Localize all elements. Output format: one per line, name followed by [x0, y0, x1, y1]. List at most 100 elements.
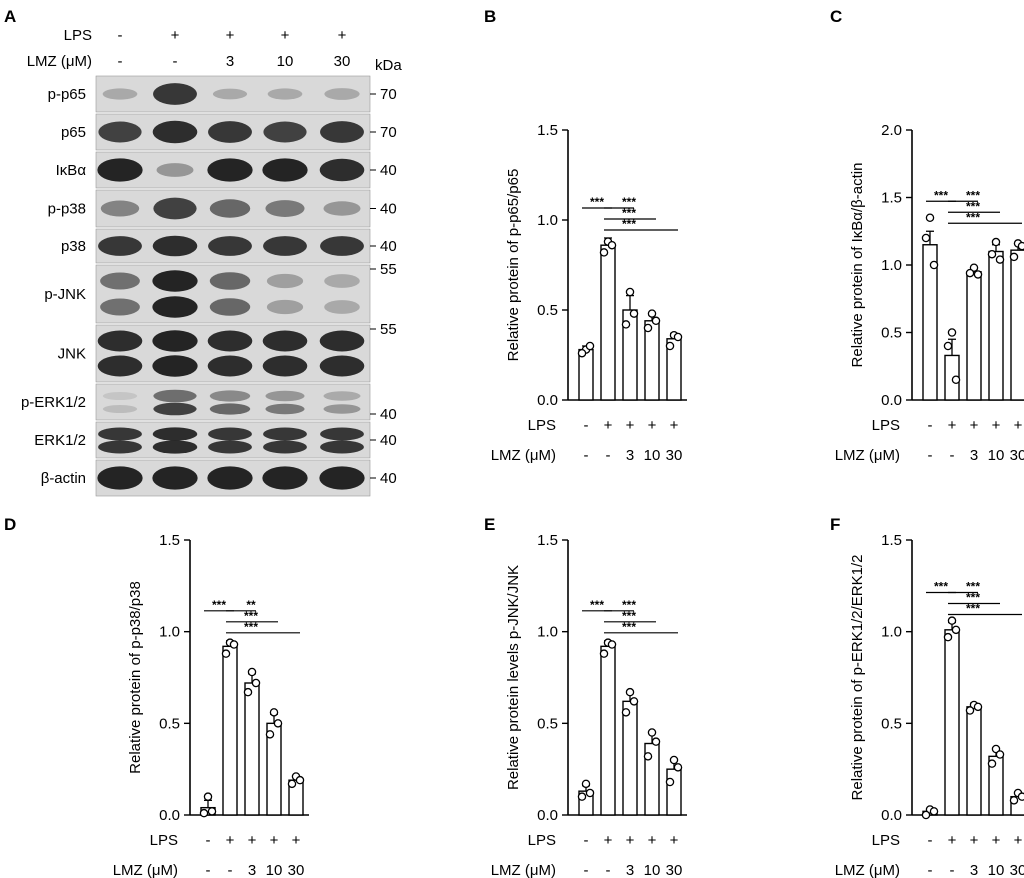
panel-label-a: A [4, 7, 16, 26]
condition-value: + [970, 417, 979, 434]
bar-group [621, 687, 639, 816]
significance-label: *** [966, 591, 980, 605]
data-point [581, 779, 591, 789]
marker-label: 40 [380, 470, 397, 487]
data-point [251, 678, 261, 688]
significance-label: *** [622, 609, 636, 623]
data-point [995, 750, 1005, 759]
condition-value: 30 [1010, 447, 1024, 464]
data-point [585, 341, 595, 351]
data-point [207, 807, 217, 816]
data-point [673, 763, 683, 772]
data-point [921, 233, 931, 243]
condition-value: + [670, 832, 679, 849]
blot-band [319, 466, 365, 490]
y-tick-label: 0.5 [159, 715, 180, 732]
condition-label: LMZ (μM) [835, 447, 900, 464]
blot-row-label: IκBα [56, 162, 87, 179]
y-tick-label: 1.5 [159, 532, 180, 549]
chart-panel: E 0.0 0.5 1.0 1.5 Relative protein levels p-J… [484, 515, 687, 878]
blot-row-label: p38 [61, 238, 86, 255]
blot-strip [95, 383, 371, 421]
y-tick-label: 0.5 [537, 715, 558, 732]
y-tick-label: 0.0 [537, 392, 558, 409]
condition-value: + [648, 832, 657, 849]
y-tick-label: 1.5 [881, 190, 902, 207]
condition-value: 3 [626, 862, 634, 878]
condition-value: + [948, 417, 957, 434]
data-point [673, 332, 683, 342]
y-tick-label: 0.0 [881, 392, 902, 409]
blot-band [262, 158, 308, 182]
condition-value: - [950, 447, 955, 464]
bar-group [265, 708, 283, 816]
data-point [577, 348, 587, 358]
marker-label: 40 [380, 238, 397, 255]
blot-row: IκBα 40 [56, 151, 397, 189]
condition-value: + [171, 27, 180, 44]
blot-band [153, 389, 197, 403]
blot-band [97, 466, 143, 490]
blot-band [324, 300, 360, 314]
y-tick-label: 1.5 [881, 532, 902, 549]
blot-band [152, 427, 198, 441]
condition-value: 10 [988, 447, 1005, 464]
blot-band [207, 158, 253, 182]
data-point [987, 759, 997, 768]
bar-group [243, 667, 261, 816]
blot-band [209, 298, 251, 316]
blot-band [263, 236, 307, 256]
blot-band [156, 163, 194, 177]
condition-value: 10 [644, 862, 661, 878]
y-tick-label: 1.0 [881, 624, 902, 641]
y-tick-label: 0.0 [159, 807, 180, 824]
blot-band [320, 236, 364, 256]
condition-value: 3 [970, 447, 978, 464]
y-tick-label: 1.5 [537, 122, 558, 139]
data-point [273, 719, 283, 728]
condition-value: 10 [266, 862, 283, 878]
data-point [991, 237, 1001, 247]
chart-panel: C 0.0 0.5 1.0 1.5 2.0 Relative protein of IκBα… [830, 7, 1024, 464]
bar-group [1009, 788, 1024, 816]
blot-row: p65 70 [61, 113, 397, 151]
blot-row: ERK1/2 40 [34, 421, 397, 459]
data-point [621, 708, 631, 717]
condition-value: + [281, 27, 290, 44]
data-point [629, 697, 639, 706]
data-point [247, 667, 257, 677]
data-point [651, 737, 661, 746]
panel-label: F [830, 515, 840, 534]
data-point [629, 309, 639, 318]
data-point [607, 640, 617, 649]
condition-label: LMZ (μM) [835, 862, 900, 878]
y-tick-label: 0.5 [881, 325, 902, 342]
significance-label: *** [622, 620, 636, 634]
condition-value: + [626, 832, 635, 849]
blot-band [266, 273, 304, 289]
blot-strip [95, 75, 371, 113]
bar-group [921, 805, 939, 820]
blot-row-label: p-JNK [44, 286, 86, 303]
condition-value: + [670, 417, 679, 434]
y-tick-label: 0.5 [537, 302, 558, 319]
blot-band [209, 199, 251, 218]
bar-group [943, 328, 961, 401]
blot-band [97, 158, 143, 182]
condition-value: + [1014, 417, 1023, 434]
blot-row-label: β-actin [41, 470, 86, 487]
significance-label: *** [966, 199, 980, 213]
condition-value: 30 [288, 862, 305, 878]
data-point [925, 213, 935, 222]
condition-label: LPS [64, 27, 92, 44]
blot-band [263, 440, 307, 454]
blot-band [320, 427, 364, 441]
data-point [607, 240, 617, 250]
data-point [643, 752, 653, 761]
condition-value: - [118, 27, 123, 44]
blot-band [152, 440, 198, 454]
bar-group [921, 213, 939, 401]
data-point [621, 320, 631, 329]
bar-group [943, 616, 961, 816]
